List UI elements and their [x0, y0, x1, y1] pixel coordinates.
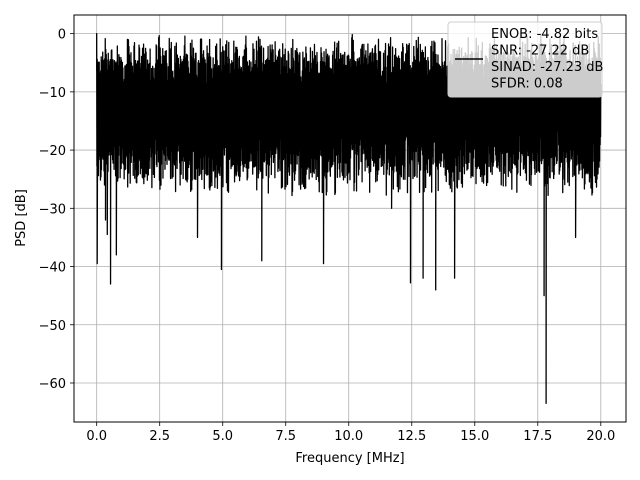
x-tick-label: 10.0 — [334, 429, 363, 444]
y-tick-label: −30 — [39, 202, 66, 217]
x-tick-label: 17.5 — [523, 429, 552, 444]
x-tick-label: 20.0 — [586, 429, 615, 444]
x-axis-label: Frequency [MHz] — [295, 451, 404, 466]
x-tick-label: 7.5 — [275, 429, 296, 444]
x-tick-label: 15.0 — [460, 429, 489, 444]
x-tick-label: 0.0 — [86, 429, 107, 444]
legend-box — [447, 21, 603, 98]
trace-group — [96, 32, 602, 405]
legend-label: ENOB: -4.82 bits — [491, 27, 598, 42]
legend-label: SNR: -27.22 dB — [491, 44, 589, 59]
legend-label: SINAD: -27.23 dB — [491, 60, 603, 75]
y-tick-label: −50 — [39, 319, 66, 334]
plot-frame — [73, 14, 627, 423]
legend-label: SFDR: 0.08 — [491, 77, 563, 92]
y-tick-label: 0 — [58, 28, 66, 43]
y-axis: 0 −10 −20 −30 −40 −50 −60 — [39, 28, 74, 392]
psd-trace-line — [96, 32, 602, 405]
y-tick-label: −40 — [39, 261, 66, 276]
y-axis-label: PSD [dB] — [14, 189, 29, 247]
x-axis: 0.0 2.5 5.0 7.5 10.0 12.5 15.0 17.5 20.0 — [86, 422, 615, 444]
x-tick-label: 2.5 — [149, 429, 170, 444]
y-tick-label: −10 — [39, 86, 66, 101]
y-tick-label: −20 — [39, 144, 66, 159]
x-tick-label: 5.0 — [212, 429, 233, 444]
x-tick-label: 12.5 — [397, 429, 426, 444]
y-tick-label: −60 — [39, 377, 66, 392]
